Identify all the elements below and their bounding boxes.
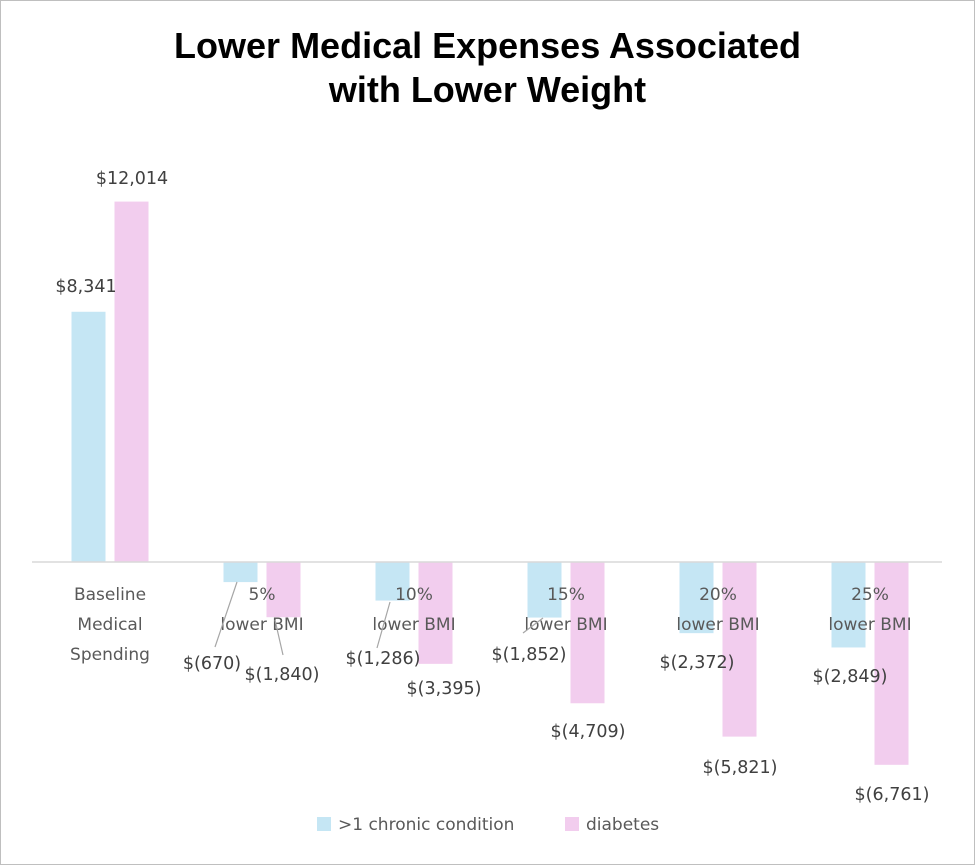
category-label-0: Baseline Medical Spending <box>70 585 150 665</box>
bar-chronic-3 <box>527 562 562 618</box>
legend-swatch-chronic <box>317 817 331 831</box>
legend-label-diabetes: diabetes <box>586 815 659 835</box>
data-label-chronic-1: $(670) <box>183 654 241 674</box>
data-label-chronic-2: $(1,286) <box>346 649 421 669</box>
bar-diabetes-3 <box>570 562 605 704</box>
leader-line-3 <box>522 617 544 634</box>
data-label-diabetes-4: $(5,821) <box>703 758 778 778</box>
bar-diabetes-4 <box>722 562 757 737</box>
chart-title-line-1: Lower Medical Expenses Associated <box>174 25 801 66</box>
bar-chronic-4 <box>679 562 714 634</box>
bar-chronic-2 <box>375 562 410 601</box>
category-label-3: 15% lower BMI <box>524 585 607 635</box>
legend-label-chronic: >1 chronic condition <box>338 815 514 835</box>
data-label-diabetes-0: $12,014 <box>96 169 168 189</box>
data-label-chronic-3: $(1,852) <box>492 645 567 665</box>
data-label-chronic-0: $8,341 <box>55 277 116 297</box>
leader-line-0 <box>214 581 238 648</box>
data-label-diabetes-2: $(3,395) <box>407 679 482 699</box>
bar-chronic-0 <box>71 311 106 562</box>
category-label-1: 5% lower BMI <box>220 585 303 635</box>
bar-diabetes-5 <box>874 562 909 765</box>
category-label-2: 10% lower BMI <box>372 585 455 635</box>
legend-swatch-diabetes <box>565 817 579 831</box>
bar-diabetes-2 <box>418 562 453 664</box>
data-label-chronic-4: $(2,372) <box>660 653 735 673</box>
data-label-diabetes-5: $(6,761) <box>855 785 930 805</box>
bar-chronic-1 <box>223 562 258 583</box>
leader-line-1 <box>274 619 284 656</box>
bar-diabetes-1 <box>266 562 301 618</box>
leader-line-2 <box>376 601 391 649</box>
data-label-diabetes-1: $(1,840) <box>245 665 320 685</box>
data-label-diabetes-3: $(4,709) <box>551 722 626 742</box>
category-label-5: 25% lower BMI <box>828 585 911 635</box>
category-label-4: 20% lower BMI <box>676 585 759 635</box>
chart-title-line-2: with Lower Weight <box>328 69 647 110</box>
bar-diabetes-0 <box>114 201 149 562</box>
chart-title: Lower Medical Expenses Associated with L… <box>0 24 975 112</box>
data-label-chronic-5: $(2,849) <box>813 667 888 687</box>
bar-chronic-5 <box>831 562 866 648</box>
